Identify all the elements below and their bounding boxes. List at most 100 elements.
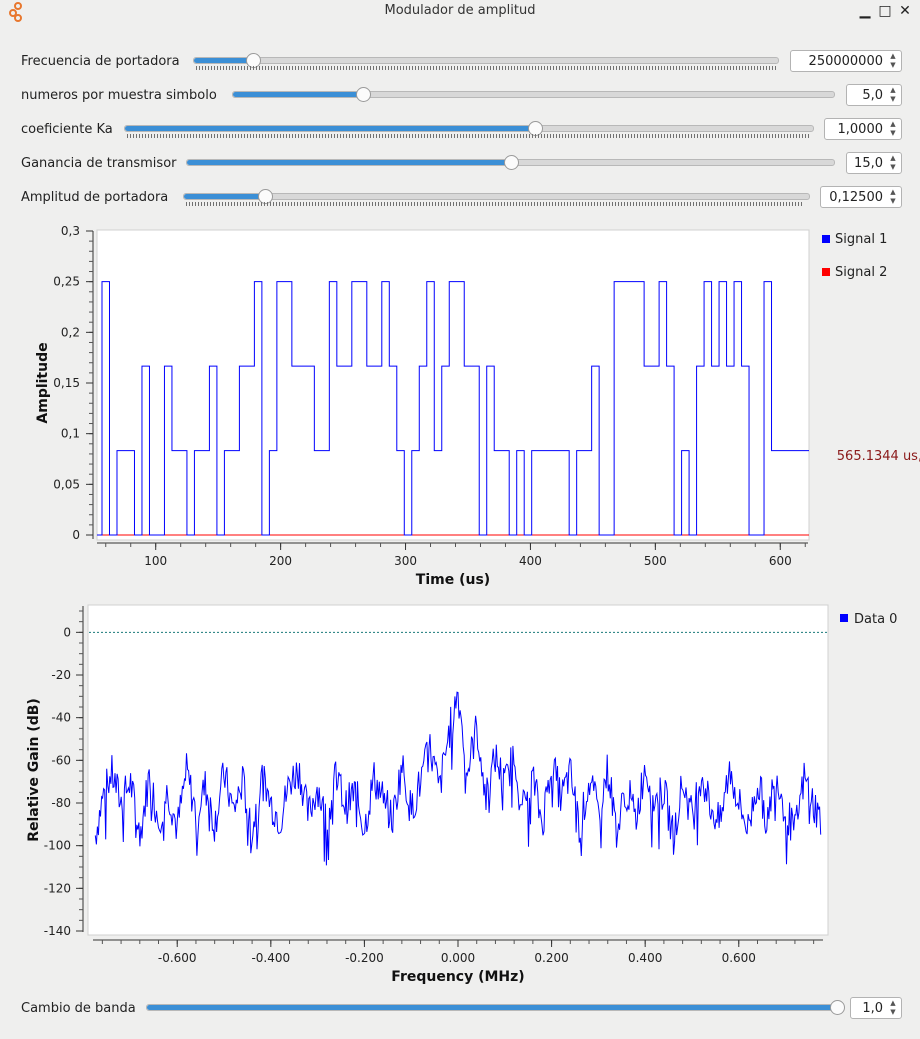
- arrow-up-icon[interactable]: ▲: [890, 999, 896, 1007]
- legend-swatch-signal-1: [822, 235, 830, 243]
- slider-ticks: [196, 66, 776, 70]
- x-tick-label: 0.200: [534, 951, 568, 965]
- time-plot[interactable]: 0 0,05 0,1 0,15 0,2 0,25 0,3 100 200 300 400 500 60…: [0, 215, 920, 595]
- slider-row-cambio-banda: Cambio de banda 1,0 ▲ ▼: [0, 994, 920, 1024]
- spinbox-value: 5,0: [862, 88, 883, 103]
- spinbox-value: 1,0: [862, 1001, 883, 1016]
- legend-signal-2[interactable]: Signal 2: [835, 265, 887, 280]
- x-tick-labels: -0.600 -0.400 -0.200 0.000 0.200 0.400 0.600: [158, 940, 756, 965]
- spinbox-arrows: ▲ ▼: [886, 86, 900, 104]
- y-tick-label: 0,25: [53, 275, 80, 289]
- numeros-spinbox[interactable]: 5,0 ▲ ▼: [846, 84, 902, 106]
- slider-label: Amplitud de portadora: [21, 190, 169, 205]
- y-tick-label: -60: [51, 753, 71, 767]
- y-axis-label: Relative Gain (dB): [26, 698, 42, 842]
- x-tick-label: 200: [269, 554, 292, 568]
- slider-fill: [187, 160, 511, 165]
- minimize-icon[interactable]: ▁: [859, 3, 871, 19]
- arrow-down-icon[interactable]: ▼: [890, 95, 896, 103]
- slider-row-ganancia: Ganancia de transmisor 15,0 ▲ ▼: [0, 149, 920, 179]
- time-plot-area[interactable]: [96, 229, 810, 541]
- numeros-slider[interactable]: [232, 87, 835, 102]
- spinbox-value: 0,12500: [829, 190, 883, 205]
- ka-slider[interactable]: [124, 121, 814, 136]
- legend-signal-1[interactable]: Signal 1: [835, 232, 887, 247]
- minor-ticks: [89, 230, 806, 547]
- arrow-up-icon[interactable]: ▲: [890, 86, 896, 94]
- data-0-trace: [94, 691, 822, 866]
- x-tick-label: -0.600: [158, 951, 197, 965]
- arrow-up-icon[interactable]: ▲: [890, 188, 896, 196]
- spinbox-arrows: ▲ ▼: [886, 154, 900, 172]
- arrow-up-icon[interactable]: ▲: [890, 154, 896, 162]
- x-tick-label: 500: [644, 554, 667, 568]
- y-tick-labels: 0 -20 -40 -60 -80 -100 -120 -140: [44, 625, 83, 938]
- cambio-banda-spinbox[interactable]: 1,0 ▲ ▼: [850, 997, 902, 1019]
- y-tick-label: 0,15: [53, 376, 80, 390]
- x-tick-label: -0.400: [251, 951, 290, 965]
- y-tick-label: -100: [44, 839, 71, 853]
- legend-swatch-signal-2: [822, 268, 830, 276]
- slider-fill: [147, 1005, 837, 1010]
- slider-handle[interactable]: [503, 155, 519, 170]
- arrow-down-icon[interactable]: ▼: [890, 197, 896, 205]
- x-tick-label: 400: [519, 554, 542, 568]
- spinbox-arrows: ▲ ▼: [886, 999, 900, 1017]
- arrow-up-icon[interactable]: ▲: [890, 52, 896, 60]
- spinbox-arrows: ▲ ▼: [886, 188, 900, 206]
- ka-spinbox[interactable]: 1,0000 ▲ ▼: [824, 118, 902, 140]
- legend-swatch-data-0: [840, 614, 848, 622]
- y-axis-label: Amplitude: [35, 342, 51, 423]
- arrow-down-icon[interactable]: ▼: [890, 1008, 896, 1016]
- x-axis-label: Time (us): [416, 572, 490, 588]
- y-tick-label: 0: [63, 625, 71, 639]
- y-tick-label: -20: [51, 668, 71, 682]
- y-tick-label: -40: [51, 711, 71, 725]
- arrow-down-icon[interactable]: ▼: [890, 61, 896, 69]
- slider-label: Frecuencia de portadora: [21, 54, 180, 69]
- slider-label: numeros por muestra simbolo: [21, 88, 217, 103]
- y-tick-label: 0,05: [53, 477, 80, 491]
- window-title: Modulador de amplitud: [384, 3, 536, 18]
- slider-row-numeros: numeros por muestra simbolo 5,0 ▲ ▼: [0, 81, 920, 111]
- x-tick-label: 0.600: [722, 951, 756, 965]
- x-tick-label: 600: [769, 554, 792, 568]
- frequency-plot[interactable]: 0-20-40-60-80-100-120-140 -0.600 -0.400 -0…: [0, 600, 920, 992]
- slider-fill: [125, 126, 536, 131]
- x-tick-label: 0.000: [441, 951, 475, 965]
- frecuencia-spinbox[interactable]: 250000000 ▲ ▼: [790, 50, 902, 72]
- legend-data-0[interactable]: Data 0: [854, 612, 897, 627]
- slider-label: Ganancia de transmisor: [21, 156, 177, 171]
- cambio-banda-slider[interactable]: [146, 1000, 845, 1015]
- maximize-icon[interactable]: □: [878, 3, 892, 19]
- slider-row-amplitud: Amplitud de portadora 0,12500 ▲ ▼: [0, 183, 920, 213]
- slider-ticks: [127, 134, 811, 138]
- app-logo-icon: [9, 2, 22, 22]
- amplitud-spinbox[interactable]: 0,12500 ▲ ▼: [820, 186, 902, 208]
- arrow-down-icon[interactable]: ▼: [890, 129, 896, 137]
- frecuencia-slider[interactable]: [193, 53, 779, 68]
- slider-ticks: [186, 202, 804, 206]
- y-tick-label: 0,3: [61, 224, 80, 238]
- frequency-plot-area[interactable]: [87, 604, 829, 936]
- x-tick-labels: 100 200 300 400 500 600: [144, 543, 792, 568]
- y-tick-label: -120: [44, 881, 71, 895]
- y-tick-label: 0,1: [61, 427, 80, 441]
- slider-fill: [184, 194, 266, 199]
- slider-handle[interactable]: [830, 1000, 845, 1015]
- y-tick-label: 0,2: [61, 325, 80, 339]
- spinbox-arrows: ▲ ▼: [886, 120, 900, 138]
- slider-label: coeficiente Ka: [21, 122, 113, 137]
- ganancia-spinbox[interactable]: 15,0 ▲ ▼: [846, 152, 902, 174]
- slider-row-frecuencia: Frecuencia de portadora 250000000 ▲ ▼: [0, 47, 920, 77]
- close-icon[interactable]: ✕: [899, 3, 911, 19]
- y-tick-label: -80: [51, 796, 71, 810]
- signal-1-trace: [97, 281, 809, 536]
- arrow-down-icon[interactable]: ▼: [890, 163, 896, 171]
- slider-handle[interactable]: [355, 87, 371, 102]
- ganancia-slider[interactable]: [186, 155, 835, 170]
- arrow-up-icon[interactable]: ▲: [890, 120, 896, 128]
- slider-fill: [233, 92, 363, 97]
- amplitud-slider[interactable]: [183, 189, 810, 204]
- spinbox-arrows: ▲ ▼: [886, 52, 900, 70]
